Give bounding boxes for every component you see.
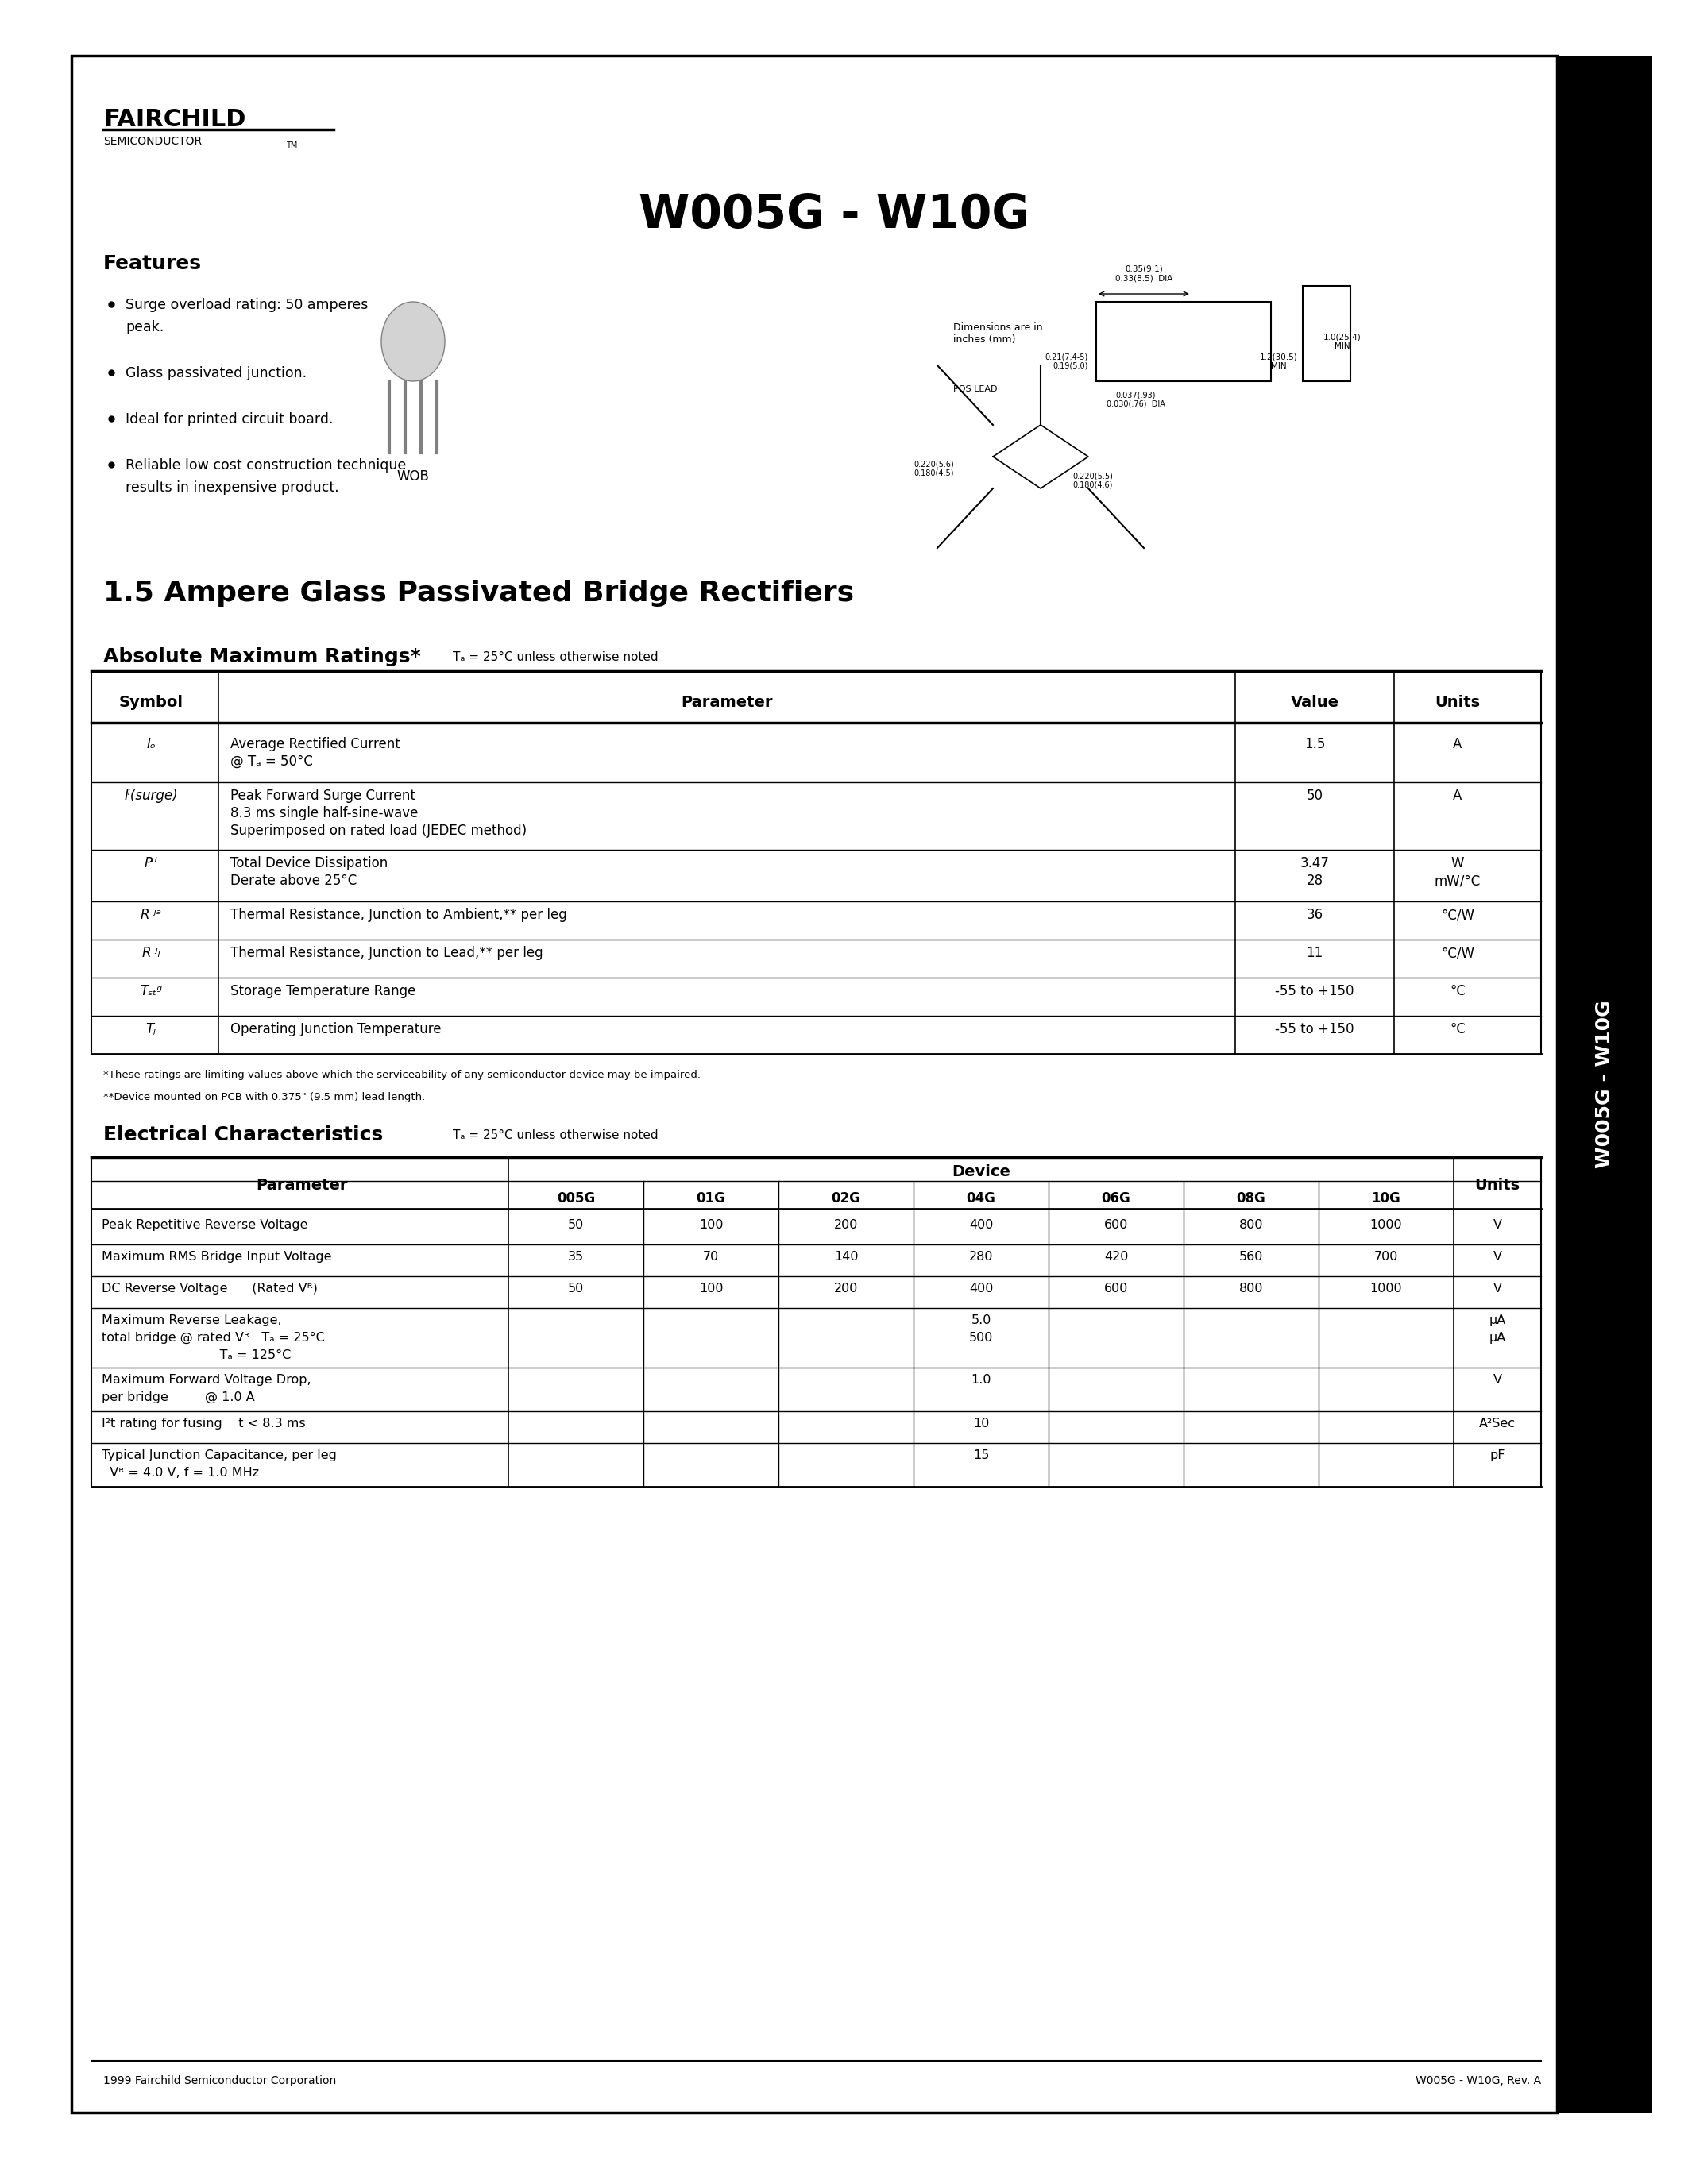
Text: Thermal Resistance, Junction to Lead,** per leg: Thermal Resistance, Junction to Lead,** … <box>230 946 544 961</box>
Text: @ Tₐ = 50°C: @ Tₐ = 50°C <box>230 753 312 769</box>
Text: 600: 600 <box>1104 1282 1128 1295</box>
Text: µA: µA <box>1489 1332 1506 1343</box>
Text: -55 to +150: -55 to +150 <box>1274 985 1354 998</box>
Text: Device: Device <box>952 1164 1011 1179</box>
Text: 02G: 02G <box>830 1190 861 1206</box>
Text: °C/W: °C/W <box>1442 946 1474 961</box>
Text: Typical Junction Capacitance, per leg: Typical Junction Capacitance, per leg <box>101 1450 336 1461</box>
Text: Total Device Dissipation: Total Device Dissipation <box>230 856 388 871</box>
Text: 70: 70 <box>702 1251 719 1262</box>
Text: Tₐ = 25°C unless otherwise noted: Tₐ = 25°C unless otherwise noted <box>452 1129 658 1142</box>
Text: Thermal Resistance, Junction to Ambient,** per leg: Thermal Resistance, Junction to Ambient,… <box>230 909 567 922</box>
Text: **Device mounted on PCB with 0.375" (9.5 mm) lead length.: **Device mounted on PCB with 0.375" (9.5… <box>103 1092 425 1103</box>
Text: 06G: 06G <box>1102 1190 1131 1206</box>
Text: results in inexpensive product.: results in inexpensive product. <box>125 480 339 496</box>
Text: I²t rating for fusing    t < 8.3 ms: I²t rating for fusing t < 8.3 ms <box>101 1417 306 1431</box>
Text: W005G - W10G: W005G - W10G <box>638 192 1030 238</box>
Text: Dimensions are in:
inches (mm): Dimensions are in: inches (mm) <box>954 323 1047 345</box>
Text: R ʲₗ: R ʲₗ <box>142 946 160 961</box>
Text: total bridge @ rated Vᴿ   Tₐ = 25°C: total bridge @ rated Vᴿ Tₐ = 25°C <box>101 1332 324 1343</box>
Text: V: V <box>1492 1282 1502 1295</box>
Text: Maximum Forward Voltage Drop,: Maximum Forward Voltage Drop, <box>101 1374 311 1387</box>
Text: 800: 800 <box>1239 1282 1263 1295</box>
Bar <box>1556 55 1653 2112</box>
Text: 50: 50 <box>567 1219 584 1232</box>
Text: Surge overload rating: 50 amperes: Surge overload rating: 50 amperes <box>125 297 368 312</box>
Text: 400: 400 <box>969 1282 993 1295</box>
Text: 36: 36 <box>1307 909 1323 922</box>
Text: Reliable low cost construction technique: Reliable low cost construction technique <box>125 459 407 472</box>
Ellipse shape <box>381 301 446 382</box>
Text: Tⱼ: Tⱼ <box>145 1022 155 1037</box>
Text: 1.0(25.4)
MIN: 1.0(25.4) MIN <box>1323 332 1362 349</box>
Text: 1000: 1000 <box>1371 1282 1403 1295</box>
Text: 8.3 ms single half-sine-wave: 8.3 ms single half-sine-wave <box>230 806 419 821</box>
Text: Superimposed on rated load (JEDEC method): Superimposed on rated load (JEDEC method… <box>230 823 527 839</box>
Text: 35: 35 <box>567 1251 584 1262</box>
Text: 280: 280 <box>969 1251 993 1262</box>
Text: 3.47: 3.47 <box>1300 856 1330 871</box>
Text: mW/°C: mW/°C <box>1435 874 1480 889</box>
Text: Maximum Reverse Leakage,: Maximum Reverse Leakage, <box>101 1315 282 1326</box>
Text: Vᴿ = 4.0 V, f = 1.0 MHz: Vᴿ = 4.0 V, f = 1.0 MHz <box>101 1468 258 1479</box>
Text: *These ratings are limiting values above which the serviceability of any semicon: *These ratings are limiting values above… <box>103 1070 701 1081</box>
Text: 50: 50 <box>567 1282 584 1295</box>
Text: 0.037(.93)
0.030(.76)  DIA: 0.037(.93) 0.030(.76) DIA <box>1107 391 1165 408</box>
Text: DC Reverse Voltage      (Rated Vᴿ): DC Reverse Voltage (Rated Vᴿ) <box>101 1282 317 1295</box>
Text: 50: 50 <box>1307 788 1323 804</box>
Text: Ideal for printed circuit board.: Ideal for printed circuit board. <box>125 413 333 426</box>
Text: WOB: WOB <box>397 470 429 483</box>
Text: Storage Temperature Range: Storage Temperature Range <box>230 985 415 998</box>
Text: 0.21(7.4-5)
0.19(5.0): 0.21(7.4-5) 0.19(5.0) <box>1045 354 1089 369</box>
Text: Units: Units <box>1435 695 1480 710</box>
Text: 0.220(5.6)
0.180(4.5): 0.220(5.6) 0.180(4.5) <box>913 461 954 476</box>
Text: 500: 500 <box>969 1332 993 1343</box>
Text: 04G: 04G <box>966 1190 996 1206</box>
Text: 1.5 Ampere Glass Passivated Bridge Rectifiers: 1.5 Ampere Glass Passivated Bridge Recti… <box>103 579 854 607</box>
Text: 200: 200 <box>834 1282 858 1295</box>
Text: µA: µA <box>1489 1315 1506 1326</box>
Text: -55 to +150: -55 to +150 <box>1274 1022 1354 1037</box>
Text: 1000: 1000 <box>1371 1219 1403 1232</box>
Text: 1.0: 1.0 <box>971 1374 991 1387</box>
Text: Features: Features <box>103 253 203 273</box>
Text: Tₐ = 125°C: Tₐ = 125°C <box>101 1350 290 1361</box>
Text: Average Rectified Current: Average Rectified Current <box>230 736 400 751</box>
Text: A²Sec: A²Sec <box>1479 1417 1516 1431</box>
Text: TM: TM <box>285 142 297 149</box>
Text: 200: 200 <box>834 1219 858 1232</box>
Text: 600: 600 <box>1104 1219 1128 1232</box>
Text: Parameter: Parameter <box>680 695 773 710</box>
Text: 005G: 005G <box>557 1190 596 1206</box>
Text: V: V <box>1492 1219 1502 1232</box>
Text: 11: 11 <box>1307 946 1323 961</box>
Text: R ʲᵃ: R ʲᵃ <box>140 909 162 922</box>
Text: 560: 560 <box>1239 1251 1263 1262</box>
Text: 28: 28 <box>1307 874 1323 889</box>
Text: °C: °C <box>1450 985 1465 998</box>
Text: Iⁱ(surge): Iⁱ(surge) <box>125 788 177 804</box>
Text: 15: 15 <box>972 1450 989 1461</box>
Text: 08G: 08G <box>1237 1190 1266 1206</box>
Text: Symbol: Symbol <box>118 695 182 710</box>
Text: 100: 100 <box>699 1219 722 1232</box>
Text: FAIRCHILD: FAIRCHILD <box>103 107 246 131</box>
Text: 10: 10 <box>972 1417 989 1431</box>
Text: 420: 420 <box>1104 1251 1128 1262</box>
Text: 700: 700 <box>1374 1251 1398 1262</box>
Bar <box>1096 301 1271 382</box>
Text: °C: °C <box>1450 1022 1465 1037</box>
Text: Tₐ = 25°C unless otherwise noted: Tₐ = 25°C unless otherwise noted <box>452 651 658 664</box>
Text: Electrical Characteristics: Electrical Characteristics <box>103 1125 383 1144</box>
Text: W005G - W10G: W005G - W10G <box>1595 1000 1614 1168</box>
Text: Absolute Maximum Ratings*: Absolute Maximum Ratings* <box>103 646 420 666</box>
Text: 100: 100 <box>699 1282 722 1295</box>
Text: V: V <box>1492 1251 1502 1262</box>
Text: A: A <box>1453 736 1462 751</box>
Text: 1.5: 1.5 <box>1305 736 1325 751</box>
Text: Peak Forward Surge Current: Peak Forward Surge Current <box>230 788 415 804</box>
Text: 0.220(5.5)
0.180(4.6): 0.220(5.5) 0.180(4.6) <box>1072 472 1112 489</box>
Text: pF: pF <box>1489 1450 1506 1461</box>
Text: 01G: 01G <box>697 1190 726 1206</box>
Text: Maximum RMS Bridge Input Voltage: Maximum RMS Bridge Input Voltage <box>101 1251 331 1262</box>
